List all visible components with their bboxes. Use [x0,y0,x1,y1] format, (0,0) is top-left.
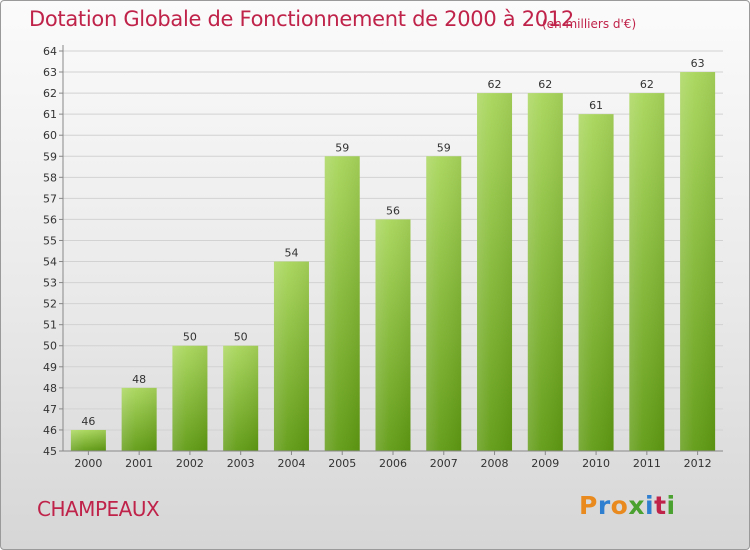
data-label: 63 [691,57,705,70]
bar-shine [121,387,157,451]
logo-letter: i [666,491,676,520]
y-tick-label: 49 [43,361,57,374]
x-tick-label: 2006 [379,457,407,470]
x-tick-label: 2002 [176,457,204,470]
bar-shine [223,345,259,451]
y-tick-label: 53 [43,277,57,290]
y-tick-label: 62 [43,87,57,100]
x-axis-ticks: 2000 2001 2002 2003 2004 2005 2006 2007 2008 2009… [74,451,712,470]
data-label: 50 [234,331,248,344]
x-tick-label: 2001 [125,457,153,470]
data-label: 62 [488,78,502,91]
x-tick-label: 2011 [633,457,661,470]
x-tick-label: 2010 [582,457,610,470]
bar-shine [70,429,106,451]
x-tick-label: 2005 [328,457,356,470]
proxiti-logo: Proxiti [579,491,676,520]
data-label: 61 [589,99,603,112]
y-tick-label: 55 [43,234,57,247]
bar-shine [273,261,309,451]
x-tick-label: 2000 [74,457,102,470]
logo-letter: P [579,491,598,520]
bar-shine [578,114,614,451]
chart-title: Dotation Globale de Fonctionnement de 20… [29,7,574,31]
y-tick-label: 56 [43,213,57,226]
bar-shine [680,72,716,451]
y-tick-label: 58 [43,171,57,184]
x-tick-label: 2008 [481,457,509,470]
y-tick-label: 47 [43,403,57,416]
bar-shine [426,156,462,451]
logo-letter: o [610,491,629,520]
y-tick-label: 52 [43,298,57,311]
y-tick-label: 64 [43,45,57,58]
data-label: 46 [81,415,95,428]
x-tick-label: 2004 [277,457,305,470]
chart-subtitle: (en milliers d'€) [542,17,637,31]
x-tick-label: 2007 [430,457,458,470]
bar-shine [324,156,360,451]
bars [70,72,716,452]
data-label: 54 [284,247,298,260]
commune-name: CHAMPEAUX [37,497,160,521]
logo-letter: t [654,491,667,520]
y-tick-label: 61 [43,108,57,121]
bar-shine [527,93,563,452]
data-label: 48 [132,373,146,386]
y-tick-label: 54 [43,256,57,269]
x-tick-label: 2012 [684,457,712,470]
data-label: 59 [335,141,349,154]
data-label: 62 [538,78,552,91]
y-tick-label: 46 [43,424,57,437]
data-label: 56 [386,204,400,217]
x-tick-label: 2003 [227,457,255,470]
y-tick-label: 60 [43,129,57,142]
data-labels: 46 48 50 50 54 59 56 59 62 62 61 62 63 [81,57,704,428]
data-label: 59 [437,141,451,154]
bar-shine [375,219,411,451]
y-tick-label: 57 [43,192,57,205]
y-tick-label: 51 [43,319,57,332]
bar-shine [629,93,665,452]
bar-shine [477,93,513,452]
data-label: 62 [640,78,654,91]
y-tick-label: 59 [43,150,57,163]
logo-letter: i [645,491,655,520]
bar-shine [172,345,208,451]
y-tick-label: 48 [43,382,57,395]
logo-letter: r [597,491,611,520]
data-label: 50 [183,331,197,344]
logo-letter: x [628,491,645,520]
y-tick-label: 63 [43,66,57,79]
y-tick-label: 50 [43,340,57,353]
y-axis-ticks: 45 46 47 48 49 50 51 52 53 54 55 56 57 58 59 60 61 62 63 64 [43,45,63,458]
y-tick-label: 45 [43,445,57,458]
x-tick-label: 2009 [531,457,559,470]
